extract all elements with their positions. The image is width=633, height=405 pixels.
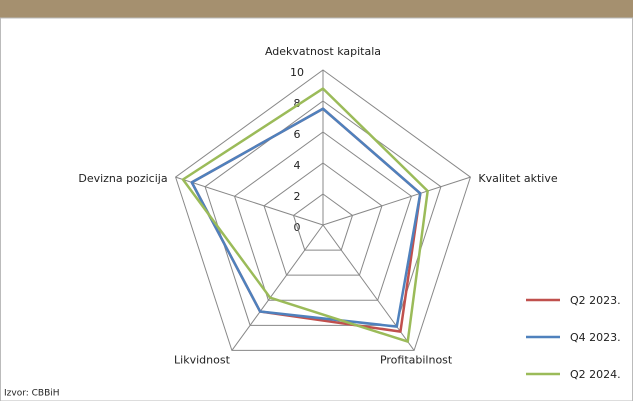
category-label: Kvalitet aktive xyxy=(478,172,557,185)
grid-ring xyxy=(233,131,413,301)
legend-label: Q2 2024. xyxy=(570,368,621,381)
category-label: Likvidnost xyxy=(174,353,231,366)
axis-spoke xyxy=(322,224,415,351)
axis-spoke xyxy=(231,224,324,351)
axis-spoke xyxy=(175,176,324,226)
series-line xyxy=(190,107,422,333)
r-tick-label: 10 xyxy=(290,66,304,79)
category-label: Profitabilnost xyxy=(380,353,453,366)
legend-label: Q2 2023. xyxy=(570,294,621,307)
axis-spoke xyxy=(322,176,471,226)
r-tick-label: 2 xyxy=(294,190,301,203)
series-line xyxy=(181,87,429,343)
category-label: Adekvatnost kapitala xyxy=(265,45,381,58)
frame xyxy=(0,17,633,402)
grid-ring xyxy=(174,69,472,351)
grid-ring xyxy=(292,193,354,251)
legend-label: Q4 2023. xyxy=(570,331,621,344)
r-tick-label: 8 xyxy=(294,97,301,110)
grid-ring xyxy=(204,100,442,326)
r-tick-label: 4 xyxy=(294,159,301,172)
source: Izvor: CBBiH xyxy=(4,389,60,399)
header-bar xyxy=(0,0,633,18)
category-label: Devizna pozicija xyxy=(78,172,167,185)
r-tick-label: 6 xyxy=(294,128,301,141)
grid-ring xyxy=(263,162,383,276)
series-line xyxy=(190,107,422,328)
